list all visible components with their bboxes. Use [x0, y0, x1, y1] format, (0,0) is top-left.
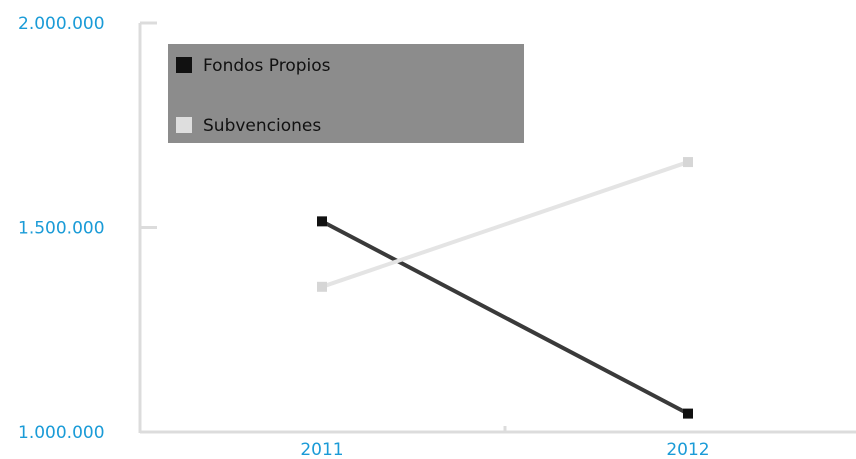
legend-label-1: Subvenciones	[203, 116, 321, 136]
series-1-point-1	[683, 157, 693, 168]
legend: Fondos Propios Subvenciones	[168, 44, 524, 143]
y-tick-label-1: 1.500.000	[18, 219, 105, 239]
series-line-1	[321, 160, 689, 289]
series-0	[317, 216, 693, 419]
legend-label-0: Fondos Propios	[203, 56, 331, 76]
legend-swatch-1	[176, 117, 192, 133]
series-0-point-1	[683, 408, 693, 419]
legend-swatch-0	[176, 57, 192, 73]
series-1	[317, 157, 693, 292]
series-0-point-0	[317, 216, 327, 227]
x-tick-label-2012: 2012	[666, 440, 709, 459]
y-tick-label-2: 2.000.000	[18, 14, 105, 34]
x-tick-label-2011: 2011	[300, 440, 343, 459]
series-line-0	[321, 219, 689, 416]
tick-labels: 1.000.000 1.500.000 2.000.000 2011 2012	[18, 14, 710, 459]
axes	[138, 21, 856, 434]
series-1-point-0	[317, 281, 327, 292]
series-layer	[317, 157, 693, 419]
y-tick-label-0: 1.000.000	[18, 423, 105, 443]
legend-box	[168, 44, 524, 143]
